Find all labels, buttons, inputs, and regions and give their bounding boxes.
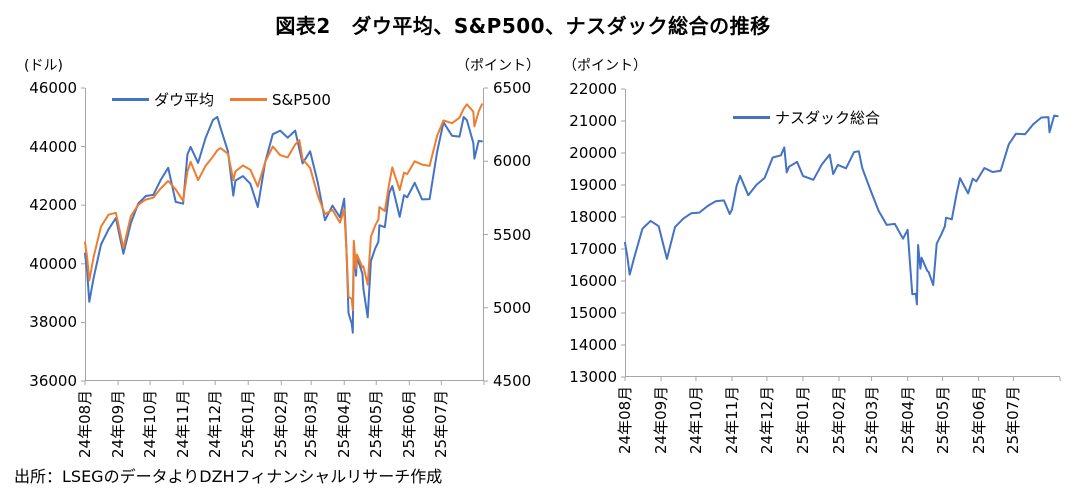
y-axis-tick-label: 14000 <box>569 336 617 354</box>
secondary-y-axis-tick-label: 6500 <box>493 79 532 97</box>
series-line-ナスダック総合 <box>624 114 1059 306</box>
dow-chart-right-axis-unit: （ポイント） <box>456 58 540 74</box>
dow-chart-left-axis-unit: (ドル) <box>24 58 63 74</box>
y-axis-tick-label: 40000 <box>29 254 77 273</box>
x-axis-tick-label: 25年02月 <box>830 385 848 454</box>
x-axis-tick-label: 24年08月 <box>76 389 94 458</box>
series-line-ダウ平均 <box>84 115 483 334</box>
figure-title: 図表2 ダウ平均、S&P500、ナスダック総合の推移 <box>275 14 771 38</box>
x-axis-tick-label: 25年03月 <box>302 389 321 458</box>
x-axis-tick-label: 24年10月 <box>141 389 160 458</box>
x-axis-tick-label: 25年06月 <box>400 389 419 458</box>
x-axis-tick-label: 25年02月 <box>272 389 291 458</box>
dow-sp500-plot <box>81 87 488 385</box>
y-axis-tick-label: 18000 <box>569 208 617 226</box>
secondary-y-axis-tick-label: 5000 <box>493 298 532 317</box>
x-axis-tick-label: 24年12月 <box>757 385 776 454</box>
secondary-y-axis-tick-label: 6000 <box>493 152 532 171</box>
dow-sp500-chart: 46000 44000 42000 40000 38000 36000 6500 6000 55… <box>29 79 531 458</box>
nasdaq-chart-axis-unit: （ポイント） <box>563 58 647 74</box>
y-axis-tick-label: 20000 <box>569 144 617 162</box>
y-axis-tick-label: 21000 <box>569 112 617 130</box>
x-axis-tick-label: 25年05月 <box>933 385 952 454</box>
series-line-S&P500 <box>84 103 483 312</box>
y-axis-tick-label: 19000 <box>569 176 617 194</box>
y-axis-tick-label: 44000 <box>29 137 77 156</box>
x-axis-tick-label: 24年11月 <box>723 385 741 454</box>
x-axis-tick-label: 24年09月 <box>109 389 128 458</box>
nasdaq-chart: 22000 21000 20000 19000 18000 17000 16000 15000… <box>569 80 1061 454</box>
nasdaq-legend-line-swatch <box>733 116 770 119</box>
x-axis-tick-label: 25年06月 <box>969 385 988 454</box>
y-axis-tick-label: 38000 <box>29 313 77 332</box>
x-axis-tick-label: 24年08月 <box>616 385 634 454</box>
dow-legend-label: ダウ平均 <box>154 91 215 109</box>
source-note: 出所：LSEGのデータよりDZHフィナンシャルリサーチ作成 <box>14 467 443 486</box>
x-axis-tick-label: 25年07月 <box>432 389 451 458</box>
x-axis-tick-label: 24年12月 <box>206 389 225 458</box>
y-axis-tick-label: 15000 <box>569 304 617 322</box>
x-axis-tick-label: 24年11月 <box>174 389 193 458</box>
nasdaq-legend: ナスダック総合 <box>733 107 880 128</box>
y-axis-tick-label: 16000 <box>569 272 617 290</box>
y-axis-tick-label: 13000 <box>569 368 617 386</box>
y-axis-tick-label: 46000 <box>29 79 77 97</box>
x-axis-tick-label: 24年09月 <box>652 385 671 454</box>
dow-legend-line-swatch <box>112 98 149 101</box>
sp500-legend-label: S&P500 <box>272 90 331 109</box>
y-axis-tick-label: 22000 <box>569 80 617 98</box>
x-axis-tick-label: 25年03月 <box>862 385 881 454</box>
y-axis-tick-label: 36000 <box>29 372 77 390</box>
dow-sp500-legend: ダウ平均 S&P500 <box>112 89 331 110</box>
nasdaq-legend-label: ナスダック総合 <box>775 109 881 127</box>
nasdaq-plot <box>621 88 1061 381</box>
y-axis-tick-label: 17000 <box>569 240 617 258</box>
x-axis-tick-label: 25年01月 <box>239 389 258 458</box>
sp500-legend-line-swatch <box>230 98 268 101</box>
y-axis-tick-label: 42000 <box>29 196 77 215</box>
x-axis-tick-label: 24年10月 <box>686 385 705 454</box>
x-axis-tick-label: 25年04月 <box>335 389 354 458</box>
secondary-y-axis-tick-label: 4500 <box>493 372 532 390</box>
x-axis-tick-label: 25年07月 <box>1004 385 1023 454</box>
secondary-y-axis-tick-label: 5500 <box>493 225 532 244</box>
x-axis-tick-label: 25年04月 <box>898 385 917 454</box>
x-axis-tick-label: 25年05月 <box>367 389 386 458</box>
x-axis-tick-label: 25年01月 <box>793 385 812 454</box>
